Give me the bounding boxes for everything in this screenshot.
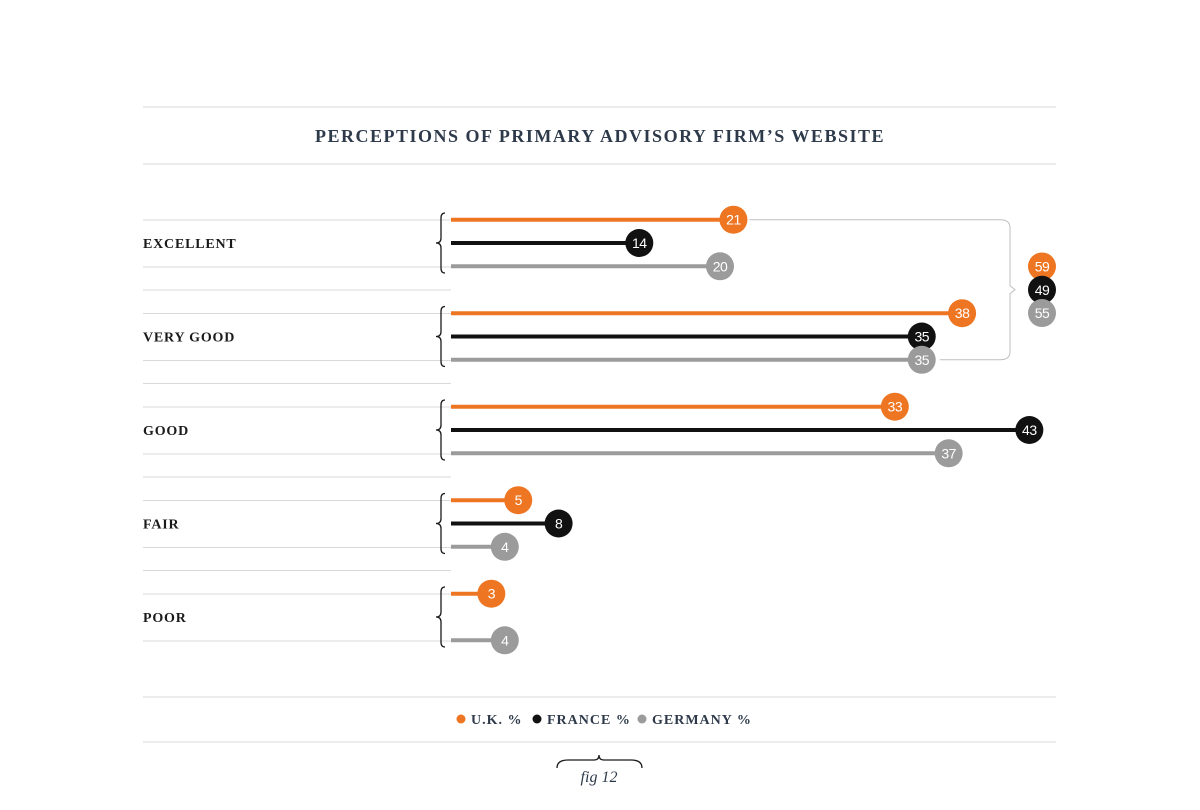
value-label-france: 14 (632, 235, 647, 251)
legend-label: GERMANY % (652, 713, 752, 728)
marker-uk (504, 486, 533, 515)
brace-icon (435, 399, 446, 461)
value-label-germany: 20 (713, 258, 728, 274)
value-label-uk: 21 (726, 212, 741, 228)
legend-label: U.K. % (471, 713, 523, 728)
value-label-germany: 4 (501, 539, 509, 555)
legend-label: FRANCE % (547, 713, 631, 728)
value-label-germany: 35 (914, 352, 929, 368)
chart-title: PERCEPTIONS OF PRIMARY ADVISORY FIRM’S W… (315, 126, 885, 146)
value-label-uk: 5 (515, 492, 523, 508)
value-label-france: 43 (1022, 422, 1037, 438)
marker-germany (490, 532, 519, 561)
summary-marker-france (1028, 275, 1056, 304)
marker-germany (706, 252, 734, 281)
marker-germany (934, 439, 963, 468)
marker-france (544, 509, 573, 538)
category-label: GOOD (143, 424, 189, 439)
category-group: GOOD 33 43 37 (143, 392, 1044, 478)
legend-dot-icon (637, 714, 647, 724)
brace-icon (435, 492, 446, 555)
legend-dot-icon (532, 714, 542, 724)
value-label-france: 35 (914, 329, 929, 345)
category-group: VERY GOOD 38 35 35 (143, 299, 977, 384)
marker-france (1015, 416, 1044, 444)
legend-item-germany: GERMANY % (637, 713, 752, 728)
summary-value-uk: 59 (1035, 258, 1050, 274)
marker-germany (490, 626, 519, 655)
legend: U.K. % FRANCE % GERMANY % (456, 713, 752, 728)
legend-item-uk: U.K. % (456, 713, 523, 728)
legend-item-france: FRANCE % (532, 713, 631, 728)
category-group: EXCELLENT 21 14 20 (143, 205, 748, 291)
category-label: FAIR (143, 518, 179, 533)
combined-bracket (939, 219, 1016, 361)
value-label-uk: 33 (888, 399, 903, 415)
marker-uk (477, 579, 506, 608)
value-label-germany: 37 (941, 445, 956, 461)
category-group: POOR 3 4 (143, 579, 519, 655)
legend-dot-icon (456, 714, 466, 724)
summary-marker-uk (1028, 252, 1056, 281)
brace-icon (435, 212, 446, 274)
combined-summary: 59 49 55 (749, 219, 1056, 361)
marker-france (907, 322, 936, 351)
brace-icon (435, 305, 446, 368)
figure-label: fig 12 (581, 769, 618, 786)
summary-value-germany: 55 (1035, 305, 1050, 321)
marker-germany (907, 345, 936, 374)
category-label: POOR (143, 611, 187, 626)
category-label: EXCELLENT (143, 237, 237, 252)
marker-uk (719, 205, 748, 234)
summary-marker-germany (1028, 299, 1056, 328)
value-label-germany: 4 (501, 632, 509, 648)
footer-brace-icon (556, 754, 643, 769)
value-label-uk: 38 (955, 305, 970, 321)
category-group: FAIR 5 8 4 (143, 486, 573, 571)
marker-france (625, 229, 654, 257)
brace-icon (435, 586, 446, 648)
marker-uk (948, 299, 977, 328)
category-label: VERY GOOD (143, 331, 235, 346)
marker-uk (880, 392, 909, 421)
value-label-france: 8 (555, 516, 563, 532)
value-label-uk: 3 (488, 586, 496, 602)
summary-value-france: 49 (1035, 282, 1050, 298)
